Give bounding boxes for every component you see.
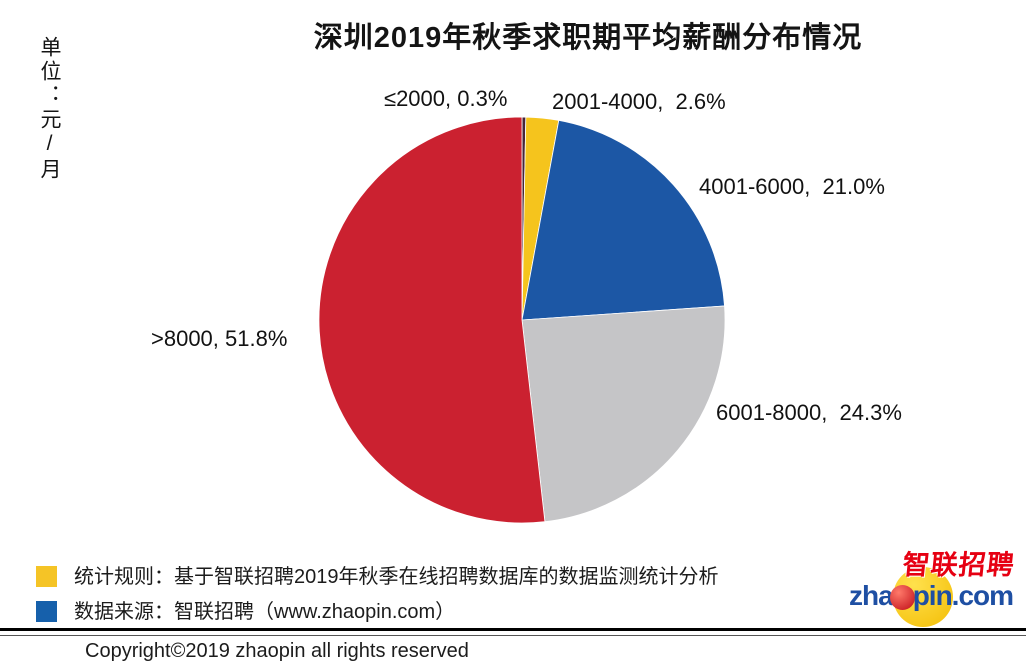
- legend: 统计规则：基于智联招聘2019年秋季在线招聘数据库的数据监测统计分析 数据来源：…: [36, 566, 719, 636]
- pie-slice->8000: [318, 116, 546, 524]
- slice-label-4001-6000: 4001-6000, 21.0%: [699, 174, 885, 199]
- slice-label-6001-8000: 6001-8000, 24.3%: [716, 400, 902, 425]
- slice-label-gt8000: >8000, 51.8%: [151, 326, 288, 351]
- pie-slice-6001-8000: [521, 305, 726, 523]
- logo-cn-text: 智联招聘: [901, 550, 1017, 580]
- logo-red-ball-icon: [889, 584, 915, 610]
- slice-label-2001-4000: 2001-4000, 2.6%: [552, 89, 726, 114]
- legend-row-rules: 统计规则：基于智联招聘2019年秋季在线招聘数据库的数据监测统计分析: [36, 566, 719, 588]
- logo-wordmark: zha pin.com: [849, 580, 1014, 612]
- page-title: 深圳2019年秋季求职期平均薪酬分布情况: [313, 22, 863, 54]
- legend-row-source: 数据来源：智联招聘（www.zhaopin.com）: [36, 601, 719, 623]
- legend-swatch-yellow: [36, 566, 57, 587]
- divider-thin: [0, 635, 1026, 636]
- zhaopin-logo: zha pin.com 智联招聘: [845, 540, 1026, 630]
- logo-text-pincom: pin.com: [912, 580, 1014, 611]
- y-axis-unit-label: 单位：元/月: [38, 36, 61, 182]
- copyright-text: Copyright©2019 zhaopin all rights reserv…: [85, 640, 469, 662]
- logo-text-zha: zha: [849, 580, 894, 611]
- pie-slice-4001-6000: [521, 119, 725, 321]
- slice-label-le2000: ≤2000, 0.3%: [384, 86, 508, 111]
- divider-thick: [0, 628, 1026, 631]
- legend-swatch-blue: [36, 601, 57, 622]
- legend-text-rules: 统计规则：基于智联招聘2019年秋季在线招聘数据库的数据监测统计分析: [74, 566, 719, 588]
- legend-text-source: 数据来源：智联招聘（www.zhaopin.com）: [74, 601, 456, 623]
